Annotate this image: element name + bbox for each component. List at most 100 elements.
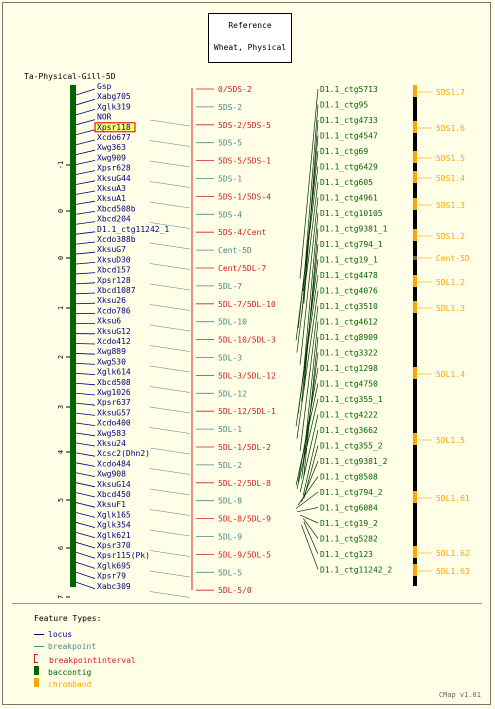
breakpoint-label[interactable]: 5DL-10/5DL-3 bbox=[218, 336, 276, 345]
chromband-label[interactable]: 5DS1.7 bbox=[436, 88, 465, 97]
chromband-segment[interactable] bbox=[413, 256, 417, 260]
breakpoint-label[interactable]: 5DL-8 bbox=[218, 497, 242, 506]
contig-label[interactable]: D1.1_ctg794_1 bbox=[320, 240, 383, 249]
breakpoint-label[interactable]: 5DL-3/5DL-12 bbox=[218, 371, 276, 380]
breakpoint-label[interactable]: 5DL-5 bbox=[218, 568, 242, 577]
locus-label[interactable]: XksuG57 bbox=[97, 408, 131, 417]
locus-label[interactable]: Xglk695 bbox=[97, 561, 131, 570]
chromosome-bar[interactable] bbox=[70, 85, 76, 587]
breakpoint-label[interactable]: 5DL-12/5DL-1 bbox=[218, 407, 276, 416]
locus-label[interactable]: Xwg889 bbox=[97, 347, 126, 356]
locus-label[interactable]: Xcdo388b bbox=[97, 235, 136, 244]
chromband-segment[interactable] bbox=[413, 546, 417, 558]
breakpoint-label[interactable]: 5DL-10 bbox=[218, 318, 247, 327]
chromband-segment[interactable] bbox=[413, 171, 417, 183]
contig-label[interactable]: D1.1_ctg3510 bbox=[320, 302, 378, 311]
locus-label[interactable]: XksuD30 bbox=[97, 255, 131, 264]
breakpoint-label[interactable]: 5DS-4/Cent bbox=[218, 228, 266, 237]
locus-label[interactable]: Xpsr370 bbox=[97, 541, 131, 550]
locus-label[interactable]: Xpsr115(Pk) bbox=[97, 551, 150, 560]
contig-label[interactable]: D1.1_ctg4222 bbox=[320, 411, 378, 420]
chromband-label[interactable]: 5DL1.63 bbox=[436, 567, 470, 576]
chromband-segment[interactable] bbox=[413, 121, 417, 133]
chromband-label[interactable]: 5DL1.4 bbox=[436, 370, 465, 379]
contig-label[interactable]: D1.1_ctg4478 bbox=[320, 271, 378, 280]
chromband-label[interactable]: 5DL1.3 bbox=[436, 304, 465, 313]
breakpoint-label[interactable]: 5DS-2 bbox=[218, 103, 242, 112]
locus-label[interactable]: Xbcd508b bbox=[97, 204, 136, 213]
contig-label[interactable]: D1.1_ctg794_2 bbox=[320, 488, 383, 497]
map-title[interactable]: Ta-Physical-Gill-5D bbox=[24, 72, 116, 81]
locus-label[interactable]: Xpsr118 bbox=[97, 123, 131, 132]
locus-label[interactable]: XksuG44 bbox=[97, 174, 131, 183]
locus-label[interactable]: Xcsc2(Dhn2) bbox=[97, 449, 150, 458]
breakpoint-label[interactable]: 5DL-2/5DL-8 bbox=[218, 479, 271, 488]
chromband-label[interactable]: 5DL1.2 bbox=[436, 278, 465, 287]
locus-label[interactable]: XksuG14 bbox=[97, 480, 131, 489]
contig-label[interactable]: D1.1_ctg4076 bbox=[320, 287, 378, 296]
locus-label[interactable]: Xbcd157 bbox=[97, 266, 131, 275]
contig-label[interactable]: D1.1_ctg8909 bbox=[320, 333, 378, 342]
breakpoint-label[interactable]: 5DS-4 bbox=[218, 210, 242, 219]
locus-label[interactable]: Xksu26 bbox=[97, 296, 126, 305]
chromband-segment[interactable] bbox=[413, 564, 417, 576]
locus-label[interactable]: Xwg908 bbox=[97, 470, 126, 479]
locus-label[interactable]: Xcdo677 bbox=[97, 133, 131, 142]
contig-label[interactable]: D1.1_ctg95 bbox=[320, 101, 368, 110]
locus-label[interactable]: XksuA3 bbox=[97, 184, 126, 193]
chromband-segment[interactable] bbox=[413, 301, 417, 313]
chromband-segment[interactable] bbox=[413, 491, 417, 503]
locus-label[interactable]: Xcdo786 bbox=[97, 306, 131, 315]
locus-label[interactable]: Xwg363 bbox=[97, 143, 126, 152]
breakpoint-label[interactable]: 5DL-12 bbox=[218, 389, 247, 398]
breakpoint-label[interactable]: 5DL-1/5DL-2 bbox=[218, 443, 271, 452]
contig-label[interactable]: D1.1_ctg9381_1 bbox=[320, 225, 388, 234]
contig-label[interactable]: D1.1_ctg355_1 bbox=[320, 395, 383, 404]
breakpoint-label[interactable]: 5DL-3 bbox=[218, 354, 242, 363]
contig-label[interactable]: D1.1_ctg4547 bbox=[320, 132, 378, 141]
breakpoint-label[interactable]: 5DL-2 bbox=[218, 461, 242, 470]
contig-label[interactable]: D1.1_ctg11242_2 bbox=[320, 566, 392, 575]
locus-label[interactable]: Xwg530 bbox=[97, 357, 126, 366]
breakpoint-label[interactable]: 5DL-9/5DL-5 bbox=[218, 550, 271, 559]
contig-label[interactable]: D1.1_ctg9381_2 bbox=[320, 457, 388, 466]
contig-label[interactable]: D1.1_ctg605 bbox=[320, 178, 373, 187]
breakpoint-label[interactable]: 5DL-5/0 bbox=[218, 586, 252, 595]
breakpoint-label[interactable]: Cent-5D bbox=[218, 246, 252, 255]
chromband-label[interactable]: 5DS1.5 bbox=[436, 154, 465, 163]
locus-label[interactable]: Xwg583 bbox=[97, 429, 126, 438]
locus-label[interactable]: NOR bbox=[97, 113, 112, 122]
locus-label[interactable]: Xwg1026 bbox=[97, 388, 131, 397]
chromband-label[interactable]: 5DL1.5 bbox=[436, 436, 465, 445]
locus-label[interactable]: Xbcd1087 bbox=[97, 286, 136, 295]
contig-label[interactable]: D1.1_ctg4612 bbox=[320, 318, 378, 327]
chromband-segment[interactable] bbox=[413, 275, 417, 287]
locus-label[interactable]: XksuA1 bbox=[97, 194, 126, 203]
locus-label[interactable]: Xpsr628 bbox=[97, 164, 131, 173]
contig-label[interactable]: D1.1_ctg3662 bbox=[320, 426, 378, 435]
locus-label[interactable]: Xglk621 bbox=[97, 531, 131, 540]
locus-label[interactable]: Xbcd204 bbox=[97, 215, 131, 224]
chromband-label[interactable]: 5DS1.2 bbox=[436, 232, 465, 241]
contig-label[interactable]: D1.1_ctg19_2 bbox=[320, 519, 378, 528]
locus-label[interactable]: Xksu6 bbox=[97, 317, 121, 326]
locus-label[interactable]: Gsp bbox=[97, 82, 112, 91]
contig-label[interactable]: D1.1_ctg10105 bbox=[320, 209, 383, 218]
chromband-bar[interactable] bbox=[413, 86, 417, 586]
locus-label[interactable]: XksuF1 bbox=[97, 500, 126, 509]
chromband-label[interactable]: 5DS1.4 bbox=[436, 174, 465, 183]
contig-label[interactable]: D1.1_ctg4961 bbox=[320, 194, 378, 203]
chromband-label[interactable]: 5DS1.3 bbox=[436, 201, 465, 210]
contig-label[interactable]: D1.1_ctg69 bbox=[320, 147, 368, 156]
locus-label[interactable]: Xbcd508 bbox=[97, 378, 131, 387]
contig-label[interactable]: D1.1_ctg1298 bbox=[320, 364, 378, 373]
contig-label[interactable]: D1.1_ctg4733 bbox=[320, 116, 378, 125]
contig-label[interactable]: D1.1_ctg4750 bbox=[320, 380, 378, 389]
contig-label[interactable]: D1.1_ctg6429 bbox=[320, 163, 378, 172]
chromband-label[interactable]: 5DS1.6 bbox=[436, 124, 465, 133]
breakpoint-label[interactable]: 5DL-7/5DL-10 bbox=[218, 300, 276, 309]
breakpoint-label[interactable]: 5DS-1 bbox=[218, 175, 242, 184]
breakpoint-label[interactable]: Cent/5DL-7 bbox=[218, 264, 266, 273]
contig-label[interactable]: D1.1_ctg355_2 bbox=[320, 442, 383, 451]
breakpoint-label[interactable]: 5DL-7 bbox=[218, 282, 242, 291]
